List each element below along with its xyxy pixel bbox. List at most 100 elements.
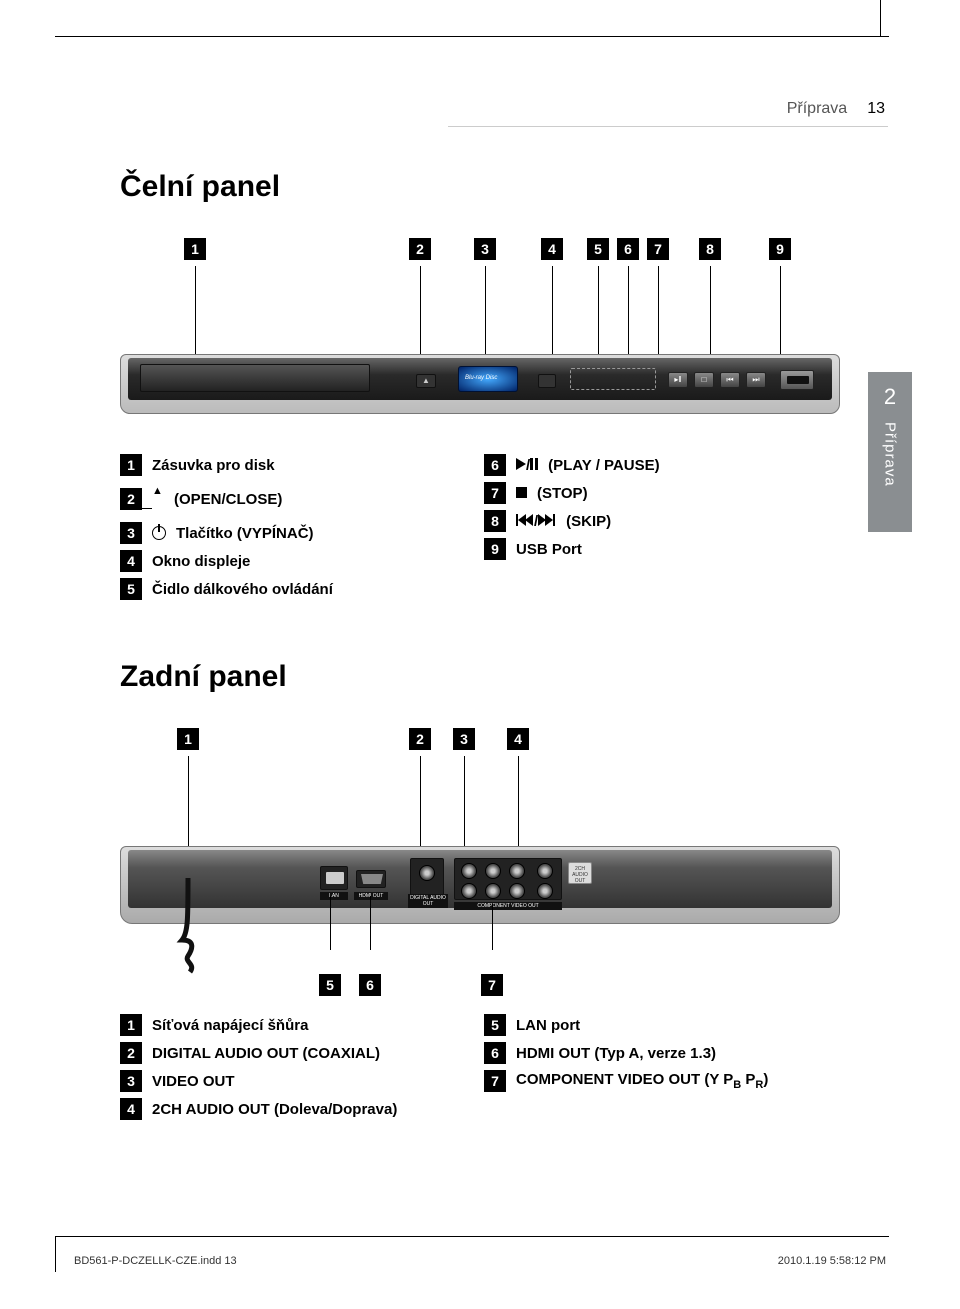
legend-text: DIGITAL AUDIO OUT (COAXIAL) [152, 1045, 380, 1062]
audio-2ch-label: 2CH AUDIO OUT [568, 862, 592, 884]
legend-item: 7(STOP) [484, 482, 840, 504]
rca-panel-graphic [454, 858, 562, 900]
play-btn-graphic: ▸‖ [668, 372, 688, 388]
callout-number: 1 [177, 728, 199, 750]
rear-legend: 1Síťová napájecí šňůra2DIGITAL AUDIO OUT… [120, 1014, 840, 1120]
callout-number: 7 [647, 238, 669, 260]
legend-item: 1 Zásuvka pro disk [120, 454, 476, 476]
crop-mark [55, 1236, 889, 1237]
hdmi-label: HDMI OUT [354, 892, 388, 900]
legend-text: (OPEN/CLOSE) [174, 491, 282, 508]
eject-button-graphic: ▲ [416, 374, 436, 388]
callout-leader [330, 896, 331, 950]
legend-text: Síťová napájecí šňůra [152, 1017, 308, 1034]
callout-number: 8 [699, 238, 721, 260]
pause-icon [530, 458, 533, 470]
legend-item: 3 VIDEO OUT [120, 1070, 476, 1092]
legend-item: 8/(SKIP) [484, 510, 840, 532]
header-pagenum: 13 [867, 100, 885, 118]
stop-btn-graphic: □ [694, 372, 714, 388]
callout-number: 3 [120, 522, 142, 544]
rear-callouts-top: 1 23 4 [120, 728, 840, 758]
legend-text: Zásuvka pro disk [152, 457, 275, 474]
callout-number: 3 [474, 238, 496, 260]
page-header: Příprava 13 [787, 100, 885, 118]
callout-number: 5 [587, 238, 609, 260]
callout-number: 1 [184, 238, 206, 260]
skip-fwd-btn-graphic: ⏭ [746, 372, 766, 388]
front-device-diagram: ▲ ▸‖ □ ⏮ ⏭ [120, 336, 840, 436]
hdmi-port-graphic [356, 870, 386, 888]
legend-item: 4 Okno displeje [120, 550, 476, 572]
callout-leader [492, 904, 493, 950]
lan-port-graphic [320, 866, 348, 890]
digital-audio-label: DIGITAL AUDIO OUT [408, 894, 448, 908]
legend-item: 5Čidlo dálkového ovládání [120, 578, 476, 600]
callout-number: 5 [484, 1014, 506, 1036]
skip-fwd-icon [538, 514, 556, 526]
legend-text: (STOP) [537, 485, 588, 502]
play-icon [516, 458, 526, 470]
legend-text: LAN port [516, 1017, 580, 1034]
skip-back-btn-graphic: ⏮ [720, 372, 740, 388]
callout-number: 7 [481, 974, 503, 996]
rear-callouts-bottom: 567 [120, 970, 840, 1000]
callout-number: 4 [120, 550, 142, 572]
legend-text: HDMI OUT (Typ A, verze 1.3) [516, 1045, 716, 1062]
legend-item: 4 2CH AUDIO OUT (Doleva/Doprava) [120, 1098, 476, 1120]
callout-number: 6 [617, 238, 639, 260]
legend-item: 9USB Port [484, 538, 840, 560]
legend-item: 7COMPONENT VIDEO OUT (Y PB PR) [484, 1070, 840, 1092]
callout-number: 3 [453, 728, 475, 750]
callout-number: 4 [507, 728, 529, 750]
callout-number: 3 [120, 1070, 142, 1092]
rear-panel-title: Zadní panel [120, 660, 840, 694]
display-window-graphic [570, 368, 656, 390]
crop-mark [55, 1236, 56, 1272]
legend-text: Tlačítko (VYPÍNAČ) [176, 525, 314, 542]
callout-number: 2 [120, 488, 142, 510]
rear-device-diagram: LAN HDMI OUT DIGITAL AUDIO OUT COMPONENT… [120, 822, 840, 952]
callout-number: 1 [120, 454, 142, 476]
component-label: COMPONENT VIDEO OUT [454, 902, 562, 910]
callout-leader [370, 896, 371, 950]
legend-text: 2CH AUDIO OUT (Doleva/Doprava) [152, 1101, 397, 1118]
callout-leader [464, 756, 465, 854]
legend-text: Okno displeje [152, 553, 250, 570]
legend-text: (PLAY / PAUSE) [548, 457, 659, 474]
header-rule [448, 126, 888, 127]
callout-number: 2 [409, 728, 431, 750]
skip-back-icon [516, 514, 534, 526]
legend-text: VIDEO OUT [152, 1073, 235, 1090]
legend-text: USB Port [516, 541, 582, 558]
callout-number: 6 [484, 454, 506, 476]
callout-leader [188, 756, 189, 846]
callout-number: 6 [484, 1042, 506, 1064]
crop-mark [880, 0, 881, 36]
legend-item: 6/(PLAY / PAUSE) [484, 454, 840, 476]
legend-item: 5 LAN port [484, 1014, 840, 1036]
legend-item: 2 (OPEN/CLOSE) [120, 482, 476, 516]
legend-text: COMPONENT VIDEO OUT (Y PB PR) [516, 1071, 768, 1091]
callout-number: 4 [120, 1098, 142, 1120]
page-footer: BD561-P-DCZELLK-CZE.indd 13 2010.1.19 5:… [74, 1255, 886, 1267]
chapter-tab: 2 Příprava [868, 372, 912, 532]
power-icon [152, 526, 166, 540]
callout-number: 6 [359, 974, 381, 996]
front-legend: 1 Zásuvka pro disk 2 (OPEN/CLOSE) 3 Tlačítko … [120, 454, 840, 600]
footer-timestamp: 2010.1.19 5:58:12 PM [778, 1255, 886, 1267]
callout-number: 2 [120, 1042, 142, 1064]
footer-file: BD561-P-DCZELLK-CZE.indd 13 [74, 1255, 237, 1267]
callout-leader [420, 756, 421, 854]
crop-mark [55, 36, 889, 37]
callout-number: 8 [484, 510, 506, 532]
power-button-graphic [538, 374, 556, 388]
legend-item: 6 HDMI OUT (Typ A, verze 1.3) [484, 1042, 840, 1064]
callout-number: 4 [541, 238, 563, 260]
usb-port-graphic [780, 370, 814, 390]
bluray-logo-graphic [458, 366, 518, 392]
chapter-label: Příprava [882, 422, 899, 487]
header-section: Příprava [787, 100, 847, 118]
disc-tray-graphic [140, 364, 370, 392]
callout-number: 5 [120, 578, 142, 600]
